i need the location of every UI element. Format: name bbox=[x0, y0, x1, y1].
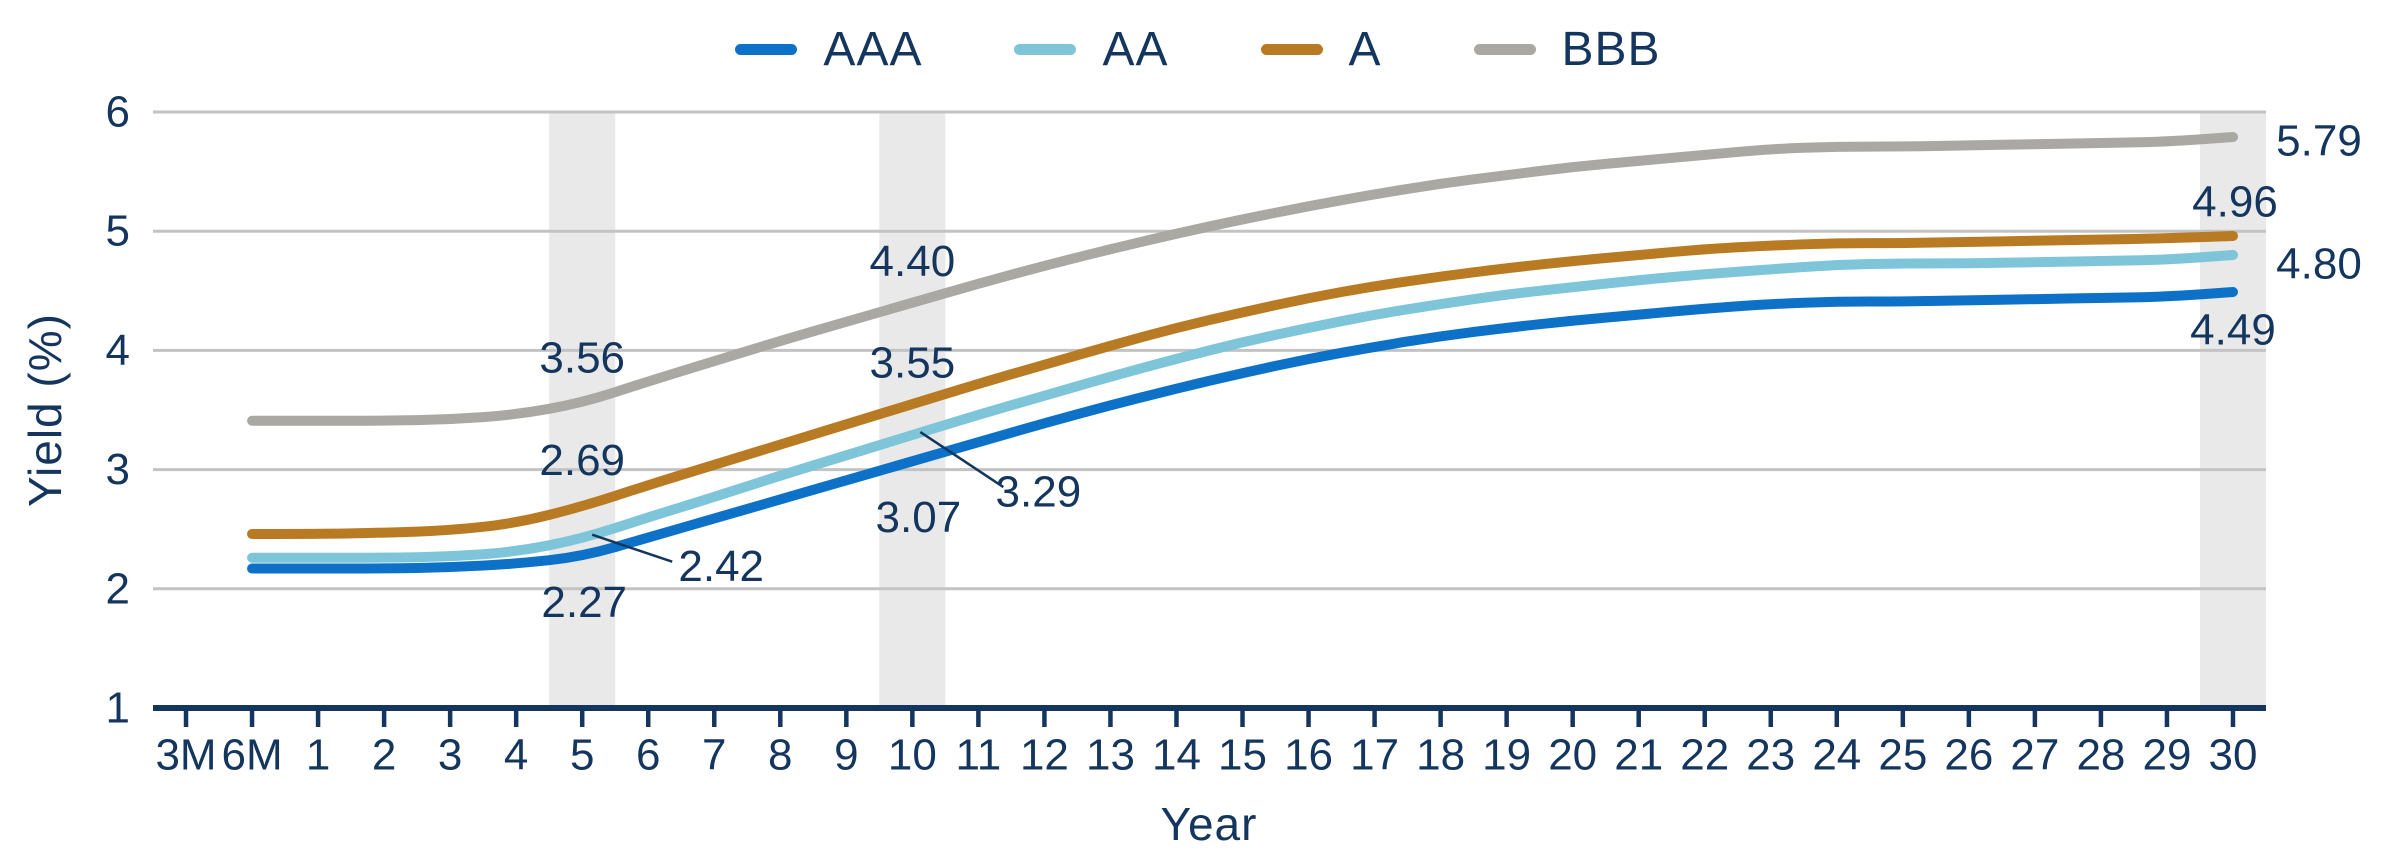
y-tick-label-4: 4 bbox=[106, 326, 130, 375]
annotation-label-BBB-5: 3.56 bbox=[539, 333, 625, 382]
y-tick-label-5: 5 bbox=[106, 207, 130, 256]
x-tick-label-14: 14 bbox=[1152, 731, 1201, 780]
x-tick-label-19: 19 bbox=[1482, 731, 1531, 780]
annotation-label-AAA-30: 4.49 bbox=[2190, 305, 2276, 354]
y-axis-title: Yield (%) bbox=[19, 313, 71, 507]
x-tick-label-3: 3 bbox=[438, 731, 462, 780]
annotation-label-AAA-5: 2.27 bbox=[541, 578, 627, 627]
x-tick-label-29: 29 bbox=[2142, 731, 2191, 780]
x-tick-label-22: 22 bbox=[1680, 731, 1729, 780]
x-tick-label-17: 17 bbox=[1350, 731, 1399, 780]
annotation-label-BBB-30: 5.79 bbox=[2276, 117, 2362, 166]
y-tick-label-3: 3 bbox=[106, 445, 130, 494]
x-tick-label-12: 12 bbox=[1020, 731, 1069, 780]
annotation-leader-AA-10 bbox=[919, 430, 1005, 489]
annotation-leader-AA-5 bbox=[591, 533, 673, 563]
annotation-label-A-10: 3.55 bbox=[870, 339, 956, 388]
annotation-label-A-5: 2.69 bbox=[539, 436, 625, 485]
x-tick-label-9: 9 bbox=[834, 731, 858, 780]
series-line-BBB bbox=[247, 132, 2238, 426]
x-tick-label-8: 8 bbox=[768, 731, 792, 780]
x-tick-label-2: 2 bbox=[372, 731, 396, 780]
x-tick-label-27: 27 bbox=[2010, 731, 2059, 780]
x-tick-label-20: 20 bbox=[1548, 731, 1597, 780]
x-tick-label-18: 18 bbox=[1416, 731, 1465, 780]
series-line-AAA bbox=[247, 286, 2238, 574]
x-tick-label-30: 30 bbox=[2209, 731, 2258, 780]
x-tick-label-13: 13 bbox=[1086, 731, 1135, 780]
y-tick-label-2: 2 bbox=[106, 564, 130, 613]
x-tick-label-6M: 6M bbox=[221, 731, 282, 780]
x-tick-label-4: 4 bbox=[504, 731, 528, 780]
highlight-band-30 bbox=[2199, 113, 2266, 708]
y-tick-label-1: 1 bbox=[106, 684, 130, 733]
x-tick-label-25: 25 bbox=[1878, 731, 1927, 780]
x-tick-label-11: 11 bbox=[956, 731, 1002, 780]
x-tick-label-21: 21 bbox=[1614, 731, 1663, 780]
annotation-label-A-30: 4.96 bbox=[2192, 177, 2278, 226]
annotation-label-AA-30: 4.80 bbox=[2276, 240, 2362, 289]
annotation-label-AAA-10: 3.07 bbox=[876, 493, 962, 542]
x-tick-label-1: 1 bbox=[306, 731, 330, 780]
annotation-label-AA-10: 3.29 bbox=[996, 468, 1082, 517]
x-tick-label-23: 23 bbox=[1746, 731, 1795, 780]
x-tick-label-15: 15 bbox=[1218, 731, 1267, 780]
x-tick-label-16: 16 bbox=[1284, 731, 1333, 780]
x-tick-label-28: 28 bbox=[2076, 731, 2125, 780]
x-tick-label-26: 26 bbox=[1944, 731, 1993, 780]
x-tick-label-10: 10 bbox=[888, 731, 937, 780]
x-axis-title: Year bbox=[1160, 798, 1258, 850]
x-tick-label-6: 6 bbox=[636, 731, 660, 780]
annotation-label-AA-5: 2.42 bbox=[678, 542, 764, 591]
y-tick-label-6: 6 bbox=[106, 88, 130, 137]
x-tick-label-5: 5 bbox=[570, 731, 594, 780]
series-line-A bbox=[247, 230, 2238, 539]
annotation-label-BBB-10: 4.40 bbox=[870, 237, 956, 286]
series-line-AA bbox=[247, 250, 2238, 563]
x-tick-label-24: 24 bbox=[1812, 731, 1861, 780]
x-tick-label-7: 7 bbox=[702, 731, 726, 780]
x-tick-label-3M: 3M bbox=[155, 731, 216, 780]
